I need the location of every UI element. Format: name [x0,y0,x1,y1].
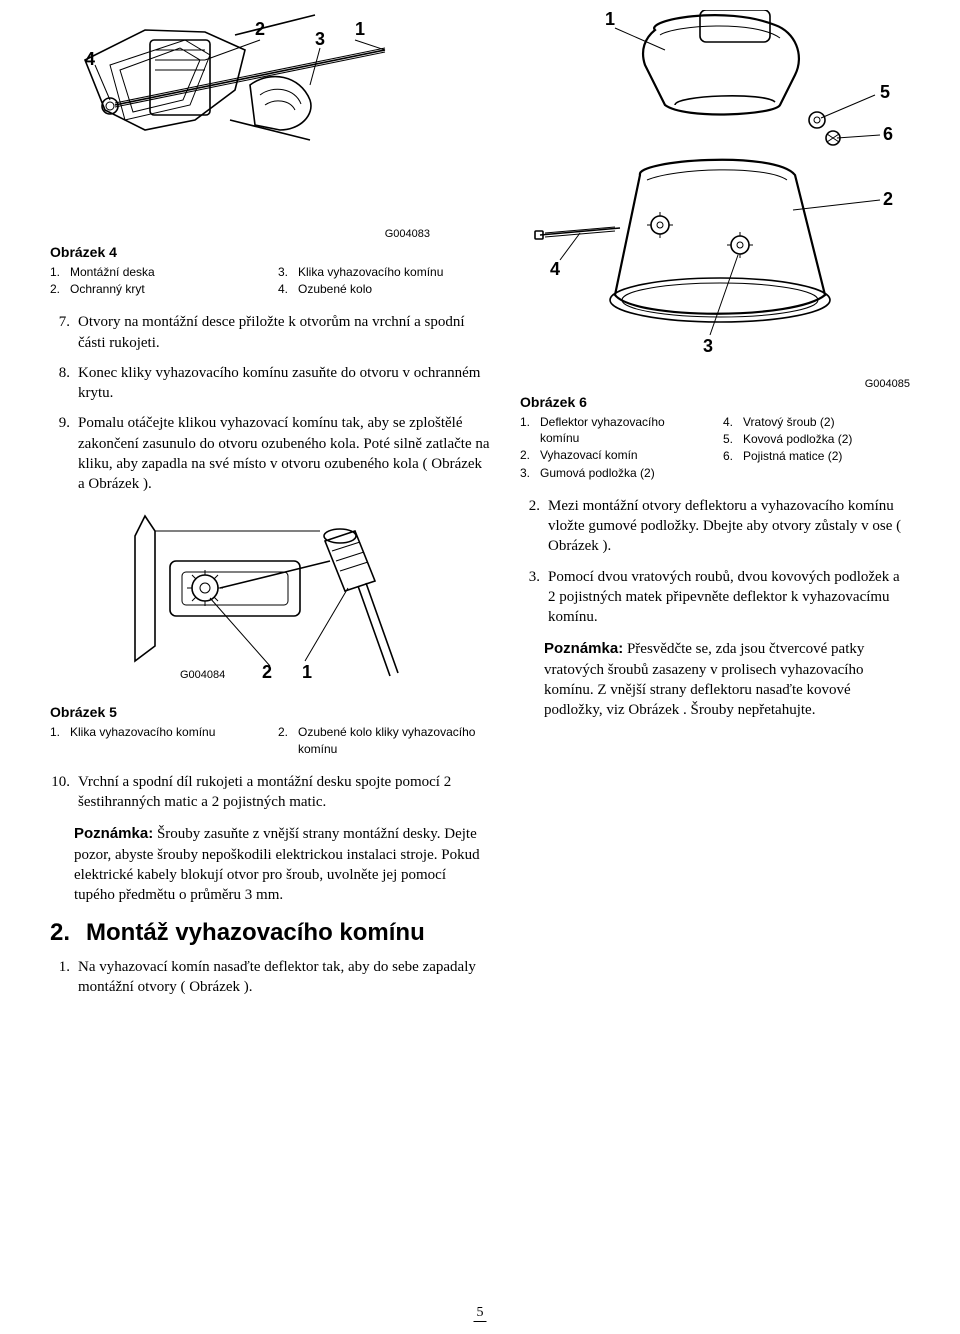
fig6-title: Obrázek 6 [520,394,910,410]
fig4-code: G004083 [50,228,490,240]
note-left: Poznámka: Šrouby zasuňte z vnější strany… [74,824,490,905]
fig6-callout-2: 2 [883,189,893,209]
fig5-legend: 1.Klika vyhazovacího komínu 2.Ozubené ko… [50,724,490,757]
figure-4-image: 1 3 2 4 [50,10,490,220]
fig6-callout-5: 5 [880,82,890,102]
fig6-callout-3: 3 [703,336,713,356]
fig4-callout-3: 3 [315,29,325,49]
step-10-list: 10.Vrchní a spodní díl rukojeti a montáž… [50,772,490,813]
note-label: Poznámka: [74,825,153,842]
figure-5-image: 1 2 G004084 [50,506,490,696]
fig4-legend: 1.Montážní deska 2.Ochranný kryt 3.Klika… [50,264,490,298]
right-step-2: Mezi montážní otvory deflektoru a vyhazo… [548,496,910,557]
right-step-3: Pomocí dvou vratových roubů, dvou kovový… [548,567,910,628]
fig5-callout-1: 1 [302,662,312,682]
figure-6-image: 1 5 6 2 4 3 [520,10,910,370]
fig5-code: G004084 [180,669,225,681]
step-9: Pomalu otáčejte klikou vyhazovací komínu… [78,413,490,494]
fig6-callout-1: 1 [605,10,615,29]
fig4-callout-1: 1 [355,19,365,39]
sec2-step-1: Na vyhazovací komín nasaďte deflektor ta… [78,957,490,998]
note-right: Poznámka: Přesvědčte se, zda jsou čtverc… [544,639,910,720]
steps-7-9: 7.Otvory na montážní desce přiložte k ot… [50,312,490,494]
left-column: 1 3 2 4 G004083 Obrázek 4 1.Montážní des… [50,10,490,1009]
section-2-heading: 2.Montáž vyhazovacího komínu [50,919,490,947]
step-7: Otvory na montážní desce přiložte k otvo… [78,312,490,353]
step-10: Vrchní a spodní díl rukojeti a montážní … [78,772,490,813]
sec2-steps: 1.Na vyhazovací komín nasaďte deflektor … [50,957,490,998]
right-steps: 2.Mezi montážní otvory deflektoru a vyha… [520,496,910,628]
fig5-title: Obrázek 5 [50,704,490,720]
fig4-callout-4: 4 [85,49,95,69]
step-8: Konec kliky vyhazovacího komínu zasuňte … [78,363,490,404]
fig4-callout-2: 2 [255,19,265,39]
note-label-r: Poznámka: [544,640,623,657]
page-number: 5 [474,1305,487,1322]
fig6-legend: 1.Deflektor vyhazovacího komínu 2.Vyhazo… [520,414,910,482]
right-column: 1 5 6 2 4 3 G004085 Obrázek 6 1.Deflekto… [520,10,910,1009]
fig6-callout-6: 6 [883,124,893,144]
fig5-callout-2: 2 [262,662,272,682]
fig6-code: G004085 [520,378,910,390]
fig6-callout-4: 4 [550,259,560,279]
fig4-title: Obrázek 4 [50,244,490,260]
